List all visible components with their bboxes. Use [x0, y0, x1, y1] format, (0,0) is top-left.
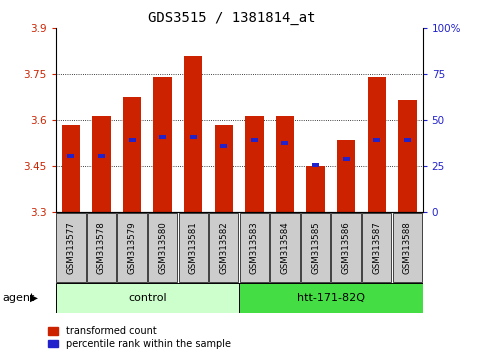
- Text: GSM313581: GSM313581: [189, 221, 198, 274]
- Bar: [159, 135, 166, 139]
- Bar: [214, 125, 233, 212]
- FancyBboxPatch shape: [301, 213, 330, 282]
- Bar: [62, 125, 80, 212]
- Bar: [337, 140, 355, 212]
- Text: control: control: [128, 293, 167, 303]
- Text: GSM313580: GSM313580: [158, 221, 167, 274]
- Text: GSM313588: GSM313588: [403, 221, 412, 274]
- Text: GSM313577: GSM313577: [66, 221, 75, 274]
- FancyBboxPatch shape: [209, 213, 239, 282]
- Bar: [92, 116, 111, 212]
- Text: GSM313587: GSM313587: [372, 221, 381, 274]
- FancyBboxPatch shape: [117, 213, 147, 282]
- Bar: [398, 101, 416, 212]
- Legend: transformed count, percentile rank within the sample: transformed count, percentile rank withi…: [48, 326, 231, 349]
- Text: GSM313583: GSM313583: [250, 221, 259, 274]
- Text: ▶: ▶: [30, 293, 39, 303]
- Bar: [184, 56, 202, 212]
- Bar: [368, 78, 386, 212]
- Bar: [123, 97, 141, 212]
- Bar: [220, 144, 227, 148]
- FancyBboxPatch shape: [362, 213, 391, 282]
- FancyBboxPatch shape: [56, 213, 85, 282]
- Text: GSM313579: GSM313579: [128, 222, 137, 274]
- FancyBboxPatch shape: [87, 213, 116, 282]
- Bar: [373, 138, 380, 142]
- FancyBboxPatch shape: [56, 283, 239, 313]
- Text: GSM313582: GSM313582: [219, 221, 228, 274]
- Bar: [251, 138, 258, 142]
- Text: GSM313586: GSM313586: [341, 221, 351, 274]
- FancyBboxPatch shape: [240, 213, 269, 282]
- Bar: [282, 141, 288, 145]
- Bar: [245, 116, 264, 212]
- Bar: [342, 157, 350, 161]
- Bar: [276, 116, 294, 212]
- Text: GSM313578: GSM313578: [97, 221, 106, 274]
- Bar: [190, 135, 197, 139]
- FancyBboxPatch shape: [239, 283, 423, 313]
- Bar: [312, 163, 319, 167]
- Bar: [306, 166, 325, 212]
- Text: GSM313584: GSM313584: [281, 221, 289, 274]
- Bar: [128, 138, 136, 142]
- FancyBboxPatch shape: [270, 213, 299, 282]
- FancyBboxPatch shape: [331, 213, 361, 282]
- Text: GDS3515 / 1381814_at: GDS3515 / 1381814_at: [148, 11, 315, 25]
- Text: GSM313585: GSM313585: [311, 221, 320, 274]
- Text: agent: agent: [2, 293, 35, 303]
- Bar: [98, 154, 105, 158]
- FancyBboxPatch shape: [393, 213, 422, 282]
- Bar: [404, 138, 411, 142]
- Text: htt-171-82Q: htt-171-82Q: [297, 293, 365, 303]
- FancyBboxPatch shape: [148, 213, 177, 282]
- FancyBboxPatch shape: [179, 213, 208, 282]
- Bar: [154, 78, 172, 212]
- Bar: [67, 154, 74, 158]
